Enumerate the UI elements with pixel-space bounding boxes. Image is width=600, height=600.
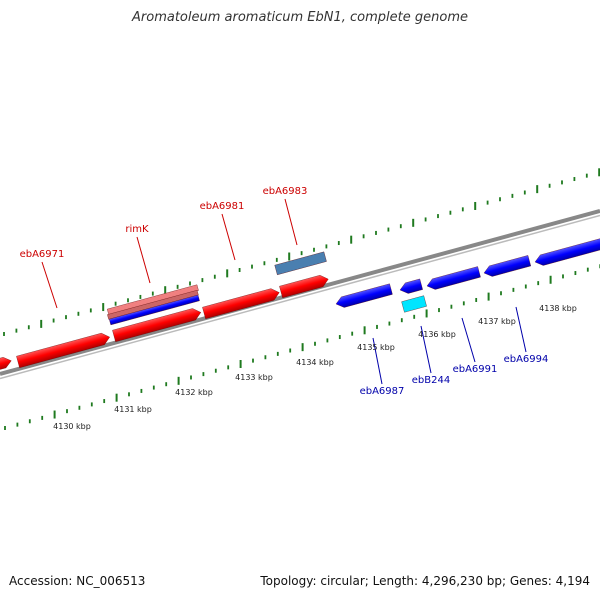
gc-skew-bar-dark[interactable] [107,290,199,320]
kbp-label: 4132 kbp [175,388,213,397]
kbp-label: 4130 kbp [53,422,91,431]
gene-arrow-red[interactable] [0,355,13,372]
gene-label-ebA6994-leader [515,306,527,353]
backbone-shadow [0,214,600,380]
gene-arrow-red[interactable] [16,331,111,368]
kbp-label: 4135 kbp [357,343,395,352]
accession-text: Accession: NC_006513 [9,574,146,588]
gene-arrow-blue[interactable] [399,278,423,295]
gene-label-ebA6983: ebA6983 [263,186,308,197]
gene-label-rimK-leader [136,236,151,284]
gene-arrow-blue[interactable] [335,283,393,310]
gene-arrow-red[interactable] [112,307,202,342]
gene-label-ebA6971-leader [41,261,58,309]
gc-skew-bar[interactable] [107,284,199,316]
gene-features[interactable] [0,237,600,372]
kbp-labels: 4130 kbp 4131 kbp 4132 kbp 4133 kbp 4134 kbp… [53,304,577,431]
gene-label-ebA6994: ebA6994 [504,354,549,365]
rna-feature-cyan[interactable] [401,295,427,313]
feature-steelblue[interactable] [274,251,327,276]
gene-label-ebA6983-leader [284,198,298,246]
gene-arrow-blue[interactable] [534,237,600,267]
kbp-label: 4134 kbp [296,358,334,367]
gene-label-ebA6991-leader [461,317,476,363]
gene-label-ebA6991: ebA6991 [453,364,498,375]
gene-label-ebA6981-leader [221,213,236,261]
kbp-label: 4138 kbp [539,304,577,313]
gene-label-rimK: rimK [125,224,149,235]
gene-arrow-blue-stack[interactable] [109,294,200,326]
gene-labels: ebA6971rimKebA6981ebA6983ebA6987ebB244eb… [20,186,549,397]
gene-arrow-red[interactable] [202,287,280,319]
gene-arrow-blue[interactable] [426,266,481,292]
gene-label-ebA6987-leader [372,337,383,385]
gene-label-ebB244-leader [420,325,432,374]
genome-summary-text: Topology: circular; Length: 4,296,230 bp… [260,574,590,588]
gene-arrow-blue[interactable] [483,255,531,278]
gene-label-ebA6971: ebA6971 [20,249,65,260]
map-title: Aromatoleum aromaticum EbN1, complete ge… [132,10,468,25]
kbp-label: 4137 kbp [478,317,516,326]
gene-arrow-red[interactable] [279,273,329,298]
gene-label-ebA6987: ebA6987 [360,386,405,397]
kbp-label: 4136 kbp [418,330,456,339]
outer-tick-track [3,168,600,336]
kbp-label: 4131 kbp [114,405,152,414]
kbp-label: 4133 kbp [235,373,273,382]
gene-label-ebB244: ebB244 [412,375,450,386]
gene-label-ebA6981: ebA6981 [200,201,245,212]
inner-tick-track [4,264,600,430]
